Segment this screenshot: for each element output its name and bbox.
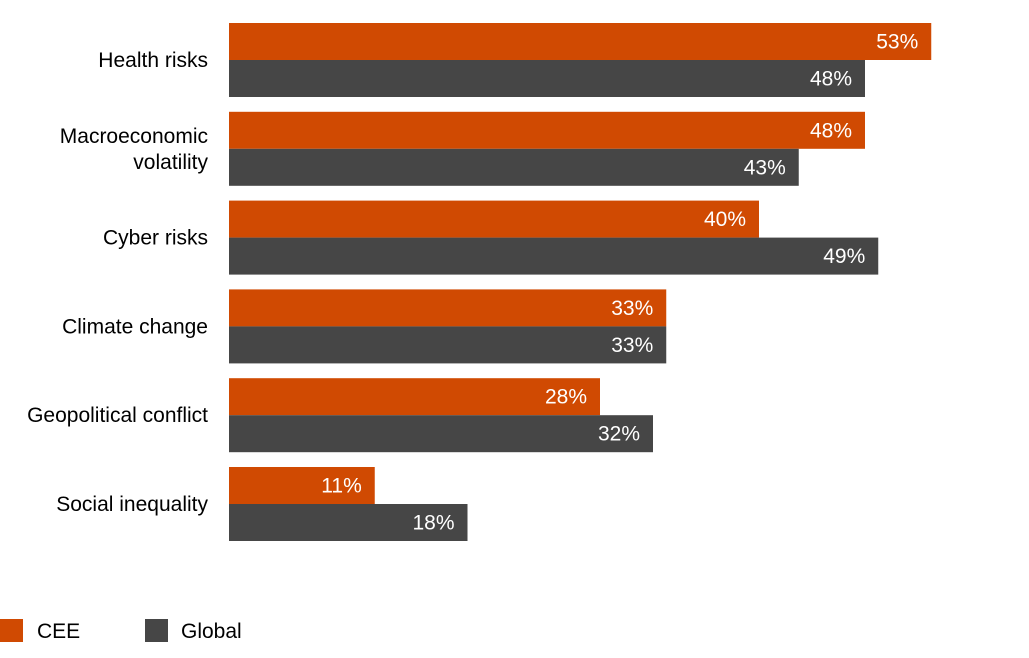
data-label-cee: 53%	[876, 31, 918, 54]
legend-label-cee: CEE	[37, 620, 80, 643]
bar-group-macroeconomic-volatility: Macroeconomic volatility 48% 43%	[60, 111, 865, 186]
plot-area: Health risks 53% 48% Macroeconomic volatilit…	[27, 23, 932, 541]
data-label-global: 32%	[598, 423, 640, 446]
legend-swatch-global	[145, 619, 168, 642]
bar-global	[229, 415, 653, 453]
data-label-global: 43%	[744, 156, 786, 179]
category-label: Social inequality	[56, 493, 208, 516]
bar-group-cyber-risks: Cyber risks 40% 49%	[103, 200, 879, 275]
bar-cee	[229, 23, 932, 60]
legend: CEE Global	[0, 619, 242, 643]
bar-group-health-risks: Health risks 53% 48%	[98, 23, 932, 97]
legend-item-global: Global	[145, 619, 242, 643]
category-label: volatility	[133, 151, 208, 174]
bar-cee	[229, 111, 865, 149]
bar-group-social-inequality: Social inequality 11% 18%	[56, 467, 468, 541]
legend-item-cee: CEE	[0, 619, 80, 643]
category-label: Cyber risks	[103, 227, 208, 250]
category-label: Geopolitical conflict	[27, 404, 208, 427]
data-label-cee: 33%	[611, 297, 653, 320]
data-label-global: 18%	[412, 512, 454, 535]
bar-group-climate-change: Climate change 33% 33%	[62, 289, 667, 364]
data-label-cee: 40%	[704, 208, 746, 231]
bar-global	[229, 60, 865, 97]
legend-label-global: Global	[181, 620, 242, 643]
data-label-global: 49%	[823, 245, 865, 268]
bar-cee	[229, 467, 375, 504]
data-label-cee: 48%	[810, 119, 852, 142]
bar-cee	[229, 200, 759, 238]
bar-cee	[229, 289, 667, 327]
bar-global	[229, 148, 799, 186]
data-label-cee: 11%	[321, 475, 361, 498]
category-label: Macroeconomic	[60, 125, 208, 148]
data-label-global: 48%	[810, 68, 852, 91]
data-label-global: 33%	[611, 334, 653, 357]
bar-global	[229, 326, 667, 364]
bar-cee	[229, 378, 600, 416]
category-label: Climate change	[62, 315, 208, 338]
bar-global	[229, 504, 468, 541]
category-label: Health risks	[98, 49, 208, 72]
data-label-cee: 28%	[545, 386, 587, 409]
legend-swatch-cee	[0, 619, 23, 642]
bar-group-geopolitical-conflict: Geopolitical conflict 28% 32%	[27, 378, 653, 453]
bar-global	[229, 237, 879, 275]
